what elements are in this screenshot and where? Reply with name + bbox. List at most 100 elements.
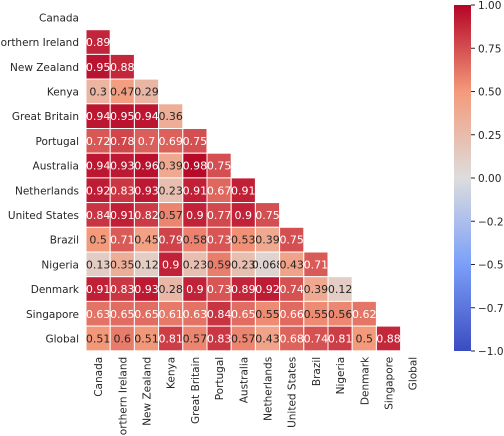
y-tick-label: Global [46,333,80,345]
heatmap-cell [230,325,256,352]
cell-value-label: 0.068 [252,258,284,271]
cell-value-label: 0.47 [110,85,135,98]
cell-value-label: 0.58 [183,234,208,247]
cell-value-label: 0.23 [231,258,256,271]
y-tick-label: Portugal [36,136,80,148]
cell-value-label: 0.91 [183,184,208,197]
cell-value-label: 0.96 [134,160,159,173]
heatmap-cell [182,325,208,352]
cell-value-label: 0.68 [279,332,304,345]
cell-value-label: 0.91 [231,184,256,197]
heatmap-cell [254,202,281,228]
cell-value-label: 0.5 [356,332,374,345]
heatmap-cell [254,325,281,352]
cell-value-label: 0.78 [110,135,135,148]
cell-value-label: 0.83 [110,184,135,197]
cell-value-label: 0.75 [255,209,280,222]
heatmap-cell [158,128,184,154]
heatmap-cell [158,276,184,302]
colorbar-tick-label: 0.75 [478,43,501,55]
y-tick-label: Great Britain [12,111,79,123]
cell-value-label: 0.83 [207,332,232,345]
cell-value-label: 0.56 [328,308,353,321]
cell-value-label: 0.94 [86,110,111,123]
x-tick-label: Singapore [384,357,396,410]
cell-value-label: 0.65 [231,308,256,321]
cell-value-label: 0.72 [86,135,111,148]
heatmap-cell [109,103,135,130]
cell-value-label: 0.45 [134,234,159,247]
heatmap-cell [303,251,329,278]
cell-value-label: 0.9 [235,209,253,222]
x-tick-label: Portugal [214,357,226,401]
cell-value-label: 0.93 [134,184,159,197]
cell-value-label: 0.93 [110,160,135,173]
heatmap-cell [85,300,111,327]
colorbar-tick-label: −0.25 [478,216,504,228]
cell-value-label: 0.91 [110,209,135,222]
heatmap-cells: 0.890.95 0.880.3 0.47 0.290.94 0.95 0.94 0.360… [85,29,402,352]
heatmap-cell [109,276,135,302]
heatmap-cell [351,325,377,352]
cell-value-label: 0.92 [255,283,280,296]
cell-value-label: 0.57 [183,332,208,345]
heatmap-cell [206,300,232,327]
heatmap-cell [279,251,305,278]
cell-value-label: 0.66 [279,308,304,321]
cell-value-label: 0.81 [328,332,353,345]
heatmap-cell [109,152,135,179]
cell-value-label: 0.3 [89,85,107,98]
cell-value-label: 0.84 [86,209,111,222]
x-tick-labels: Canada Northern Ireland New Zealand Kenya Gr… [93,356,420,436]
heatmap-cell [109,177,135,204]
heatmap-cell [279,226,305,253]
cell-value-label: 0.43 [279,258,304,271]
x-tick-label: Denmark [359,356,371,405]
cell-value-label: 0.51 [86,332,111,345]
cell-value-label: 0.83 [110,283,135,296]
heatmap-cell [158,300,184,327]
cell-value-label: 0.89 [86,36,111,49]
cell-value-label: 0.61 [158,308,183,321]
heatmap-cell [254,276,281,302]
heatmap-cell [85,177,111,204]
cell-value-label: 0.75 [183,135,208,148]
x-tick-label: Kenya [166,357,178,389]
cell-value-label: 0.9 [186,283,204,296]
cell-value-label: 0.55 [255,308,280,321]
cell-value-label: 0.91 [86,283,111,296]
cell-value-label: 0.23 [158,184,183,197]
heatmap-cell [375,325,402,352]
cell-value-label: 0.81 [158,332,183,345]
cell-value-label: 0.53 [231,234,256,247]
heatmap-cell [206,177,232,204]
cell-value-label: 0.57 [231,332,256,345]
y-tick-labels: Canada Northern Ireland New Zealand Kenya Gr… [0,12,80,345]
x-tick-label: Northern Ireland [117,357,129,436]
cell-value-label: 0.98 [183,160,208,173]
y-tick-label: Nigeria [41,259,79,271]
heatmap-cell [158,325,184,352]
y-tick-label: Netherlands [15,185,79,197]
x-tick-label: Brazil [311,357,323,386]
cell-value-label: 0.62 [352,308,377,321]
cell-value-label: 0.94 [134,110,159,123]
heatmap-cell [206,251,232,278]
heatmap-cell [158,103,184,130]
cell-value-label: 0.23 [183,258,208,271]
cell-value-label: 0.39 [158,160,183,173]
heatmap-cell [109,325,135,352]
heatmap-cell [85,325,111,352]
cell-value-label: 0.55 [304,308,329,321]
colorbar-tick-label: −0.50 [478,260,504,272]
heatmap-cell [327,325,353,352]
heatmap-cell [182,251,208,278]
cell-value-label: 0.65 [110,308,135,321]
colorbar: 1.00 0.75 0.50 0.25 0.00 −0.25 −0.50 −0.75 −1.00 [454,0,504,358]
heatmap-cell [206,325,232,352]
cell-value-label: 0.95 [86,61,111,74]
cell-value-label: 0.39 [304,283,329,296]
heatmap-cell [85,152,111,179]
heatmap-cell [133,251,160,278]
